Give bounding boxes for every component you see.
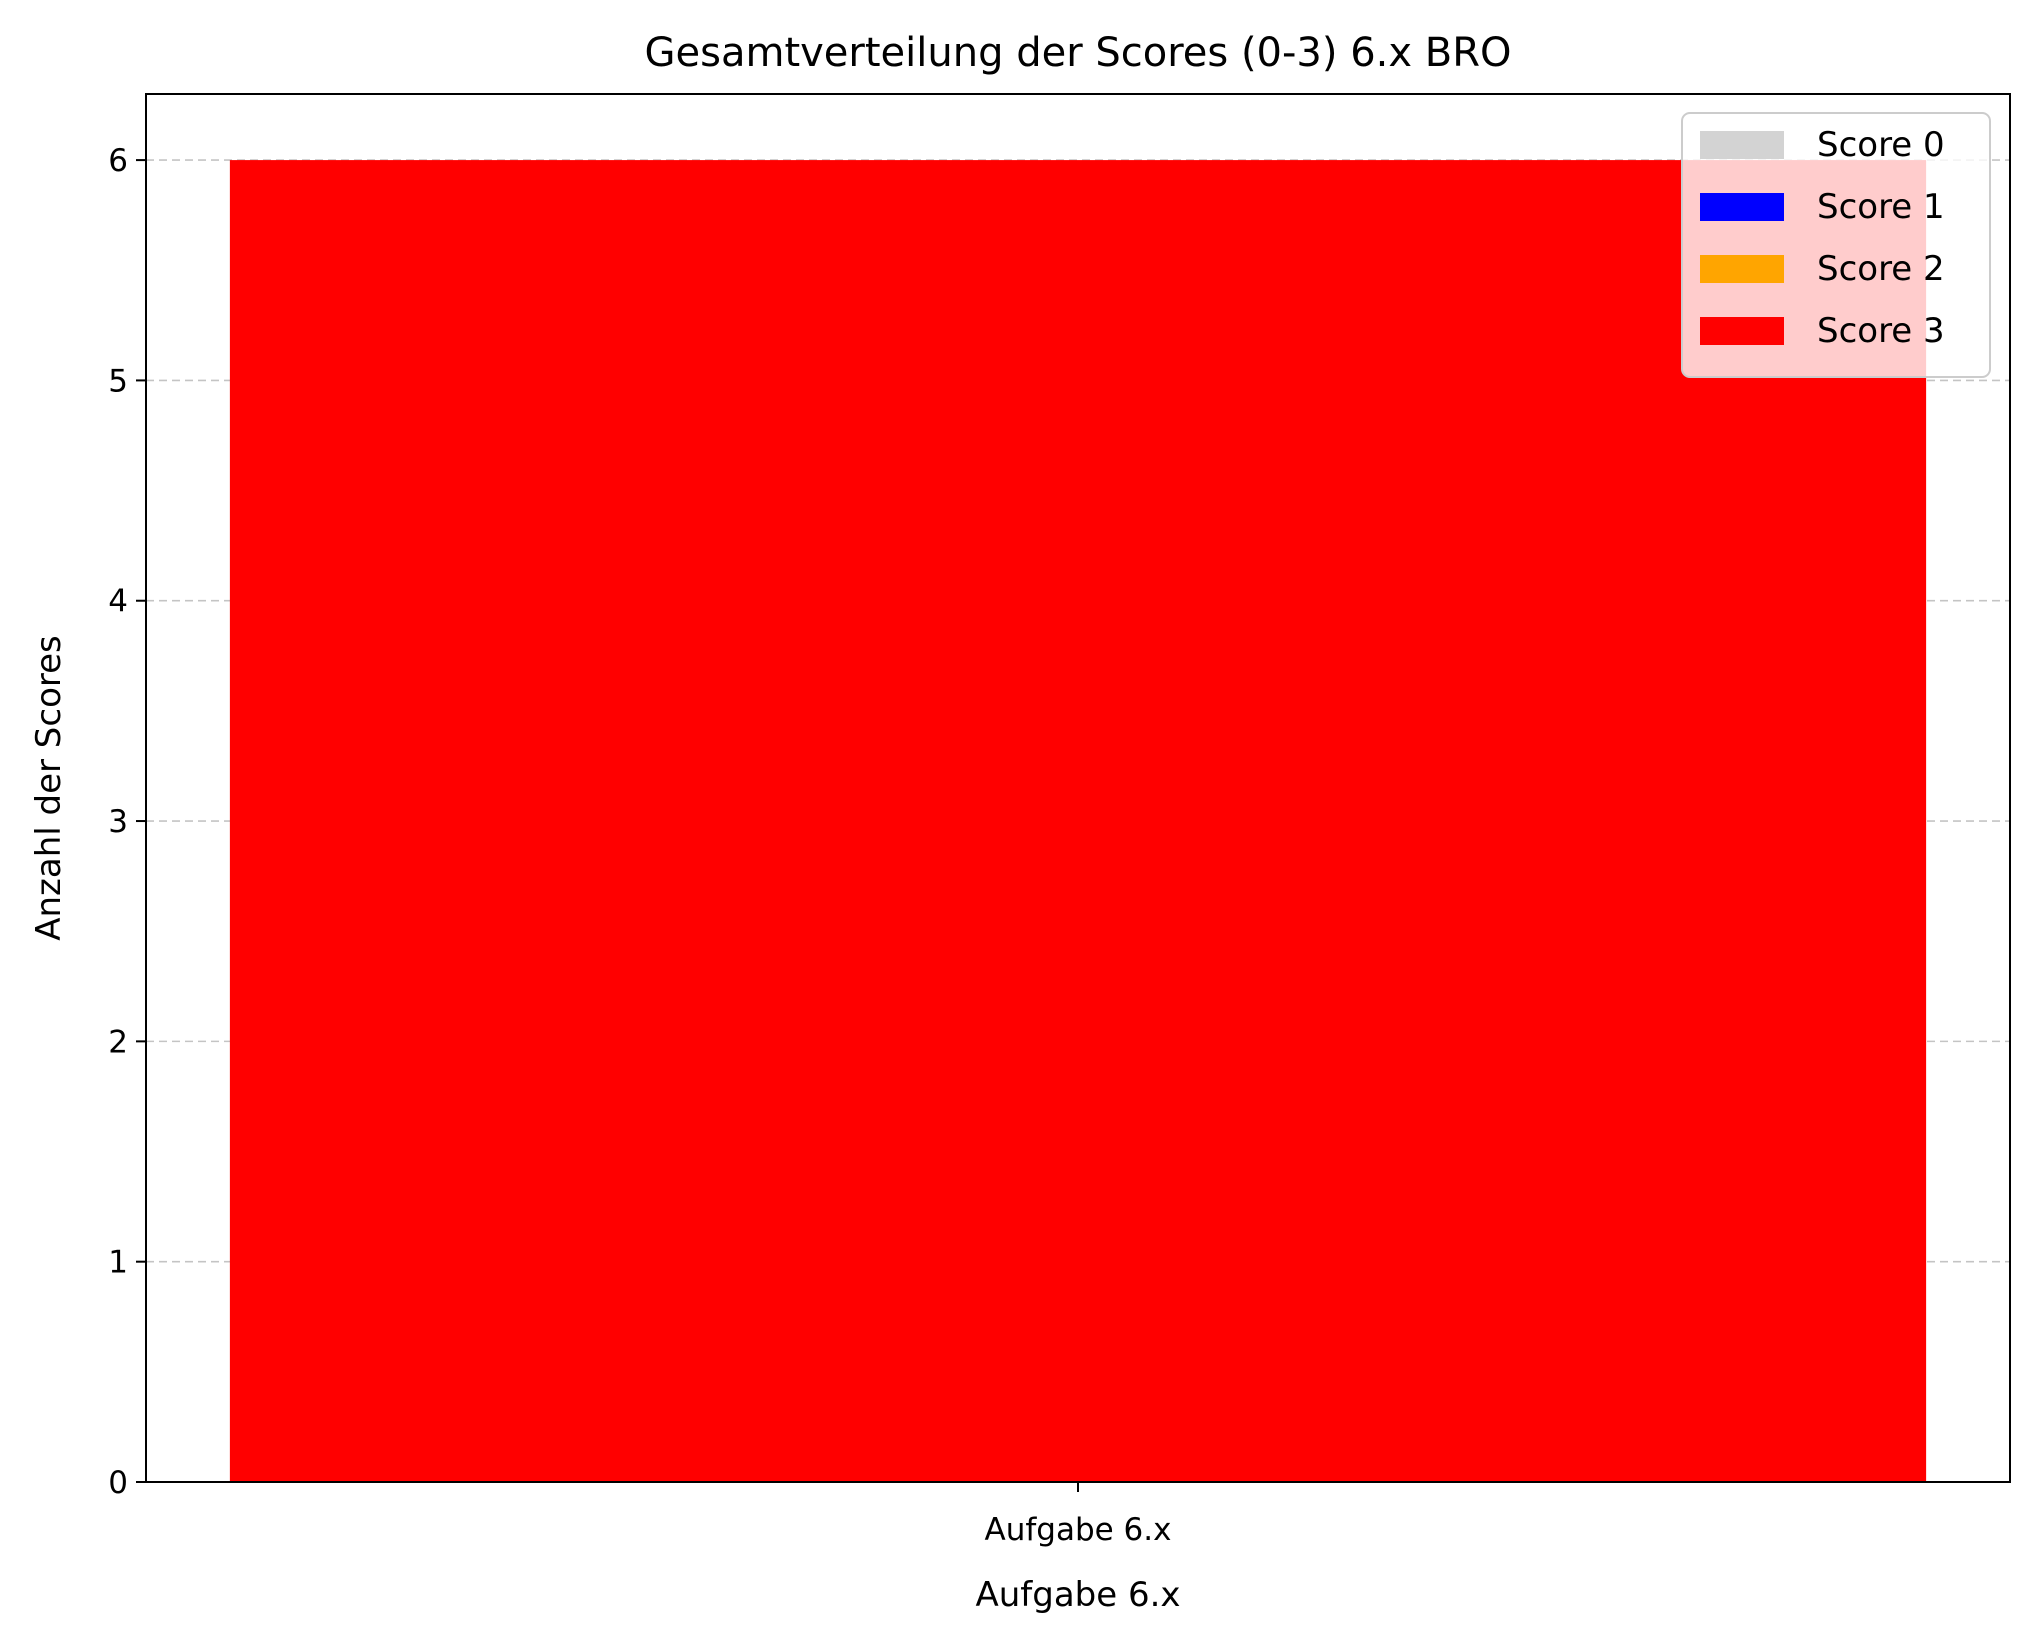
chart-title: Gesamtverteilung der Scores (0-3) 6.x BR… [645, 30, 1512, 76]
y-axis-label: Anzahl der Scores [29, 635, 69, 941]
y-axis-ticks: 0 1 2 3 4 5 6 [108, 143, 146, 1501]
x-axis-label: Aufgabe 6.x [975, 1575, 1180, 1615]
y-tick-label: 4 [108, 584, 128, 620]
y-tick-label: 5 [108, 363, 128, 399]
y-tick-label: 0 [108, 1465, 128, 1501]
y-tick-label: 6 [108, 143, 128, 179]
legend-entry-label: Score 1 [1817, 187, 1945, 227]
plot-frame [145, 93, 2011, 1483]
legend-frame [1681, 112, 1991, 378]
legend-swatch [1700, 193, 1784, 221]
legend-swatch [1700, 131, 1784, 159]
legend-swatch [1700, 255, 1784, 283]
x-axis-ticks: Aufgabe 6.x [985, 1482, 1172, 1548]
legend-entry-label: Score 2 [1817, 249, 1945, 289]
bar-segment [229, 160, 1927, 1483]
x-tick-label: Aufgabe 6.x [985, 1512, 1172, 1548]
y-tick-label: 2 [108, 1024, 128, 1060]
legend-swatch [1700, 317, 1784, 345]
legend: Score 0 Score 1 Score 2 Score 3 [1681, 112, 1991, 378]
legend-entry-label: Score 3 [1817, 311, 1945, 351]
bar-stack [229, 160, 1927, 1483]
y-tick-label: 1 [108, 1245, 128, 1281]
legend-entry-label: Score 0 [1817, 125, 1945, 165]
y-tick-label: 3 [108, 804, 128, 840]
